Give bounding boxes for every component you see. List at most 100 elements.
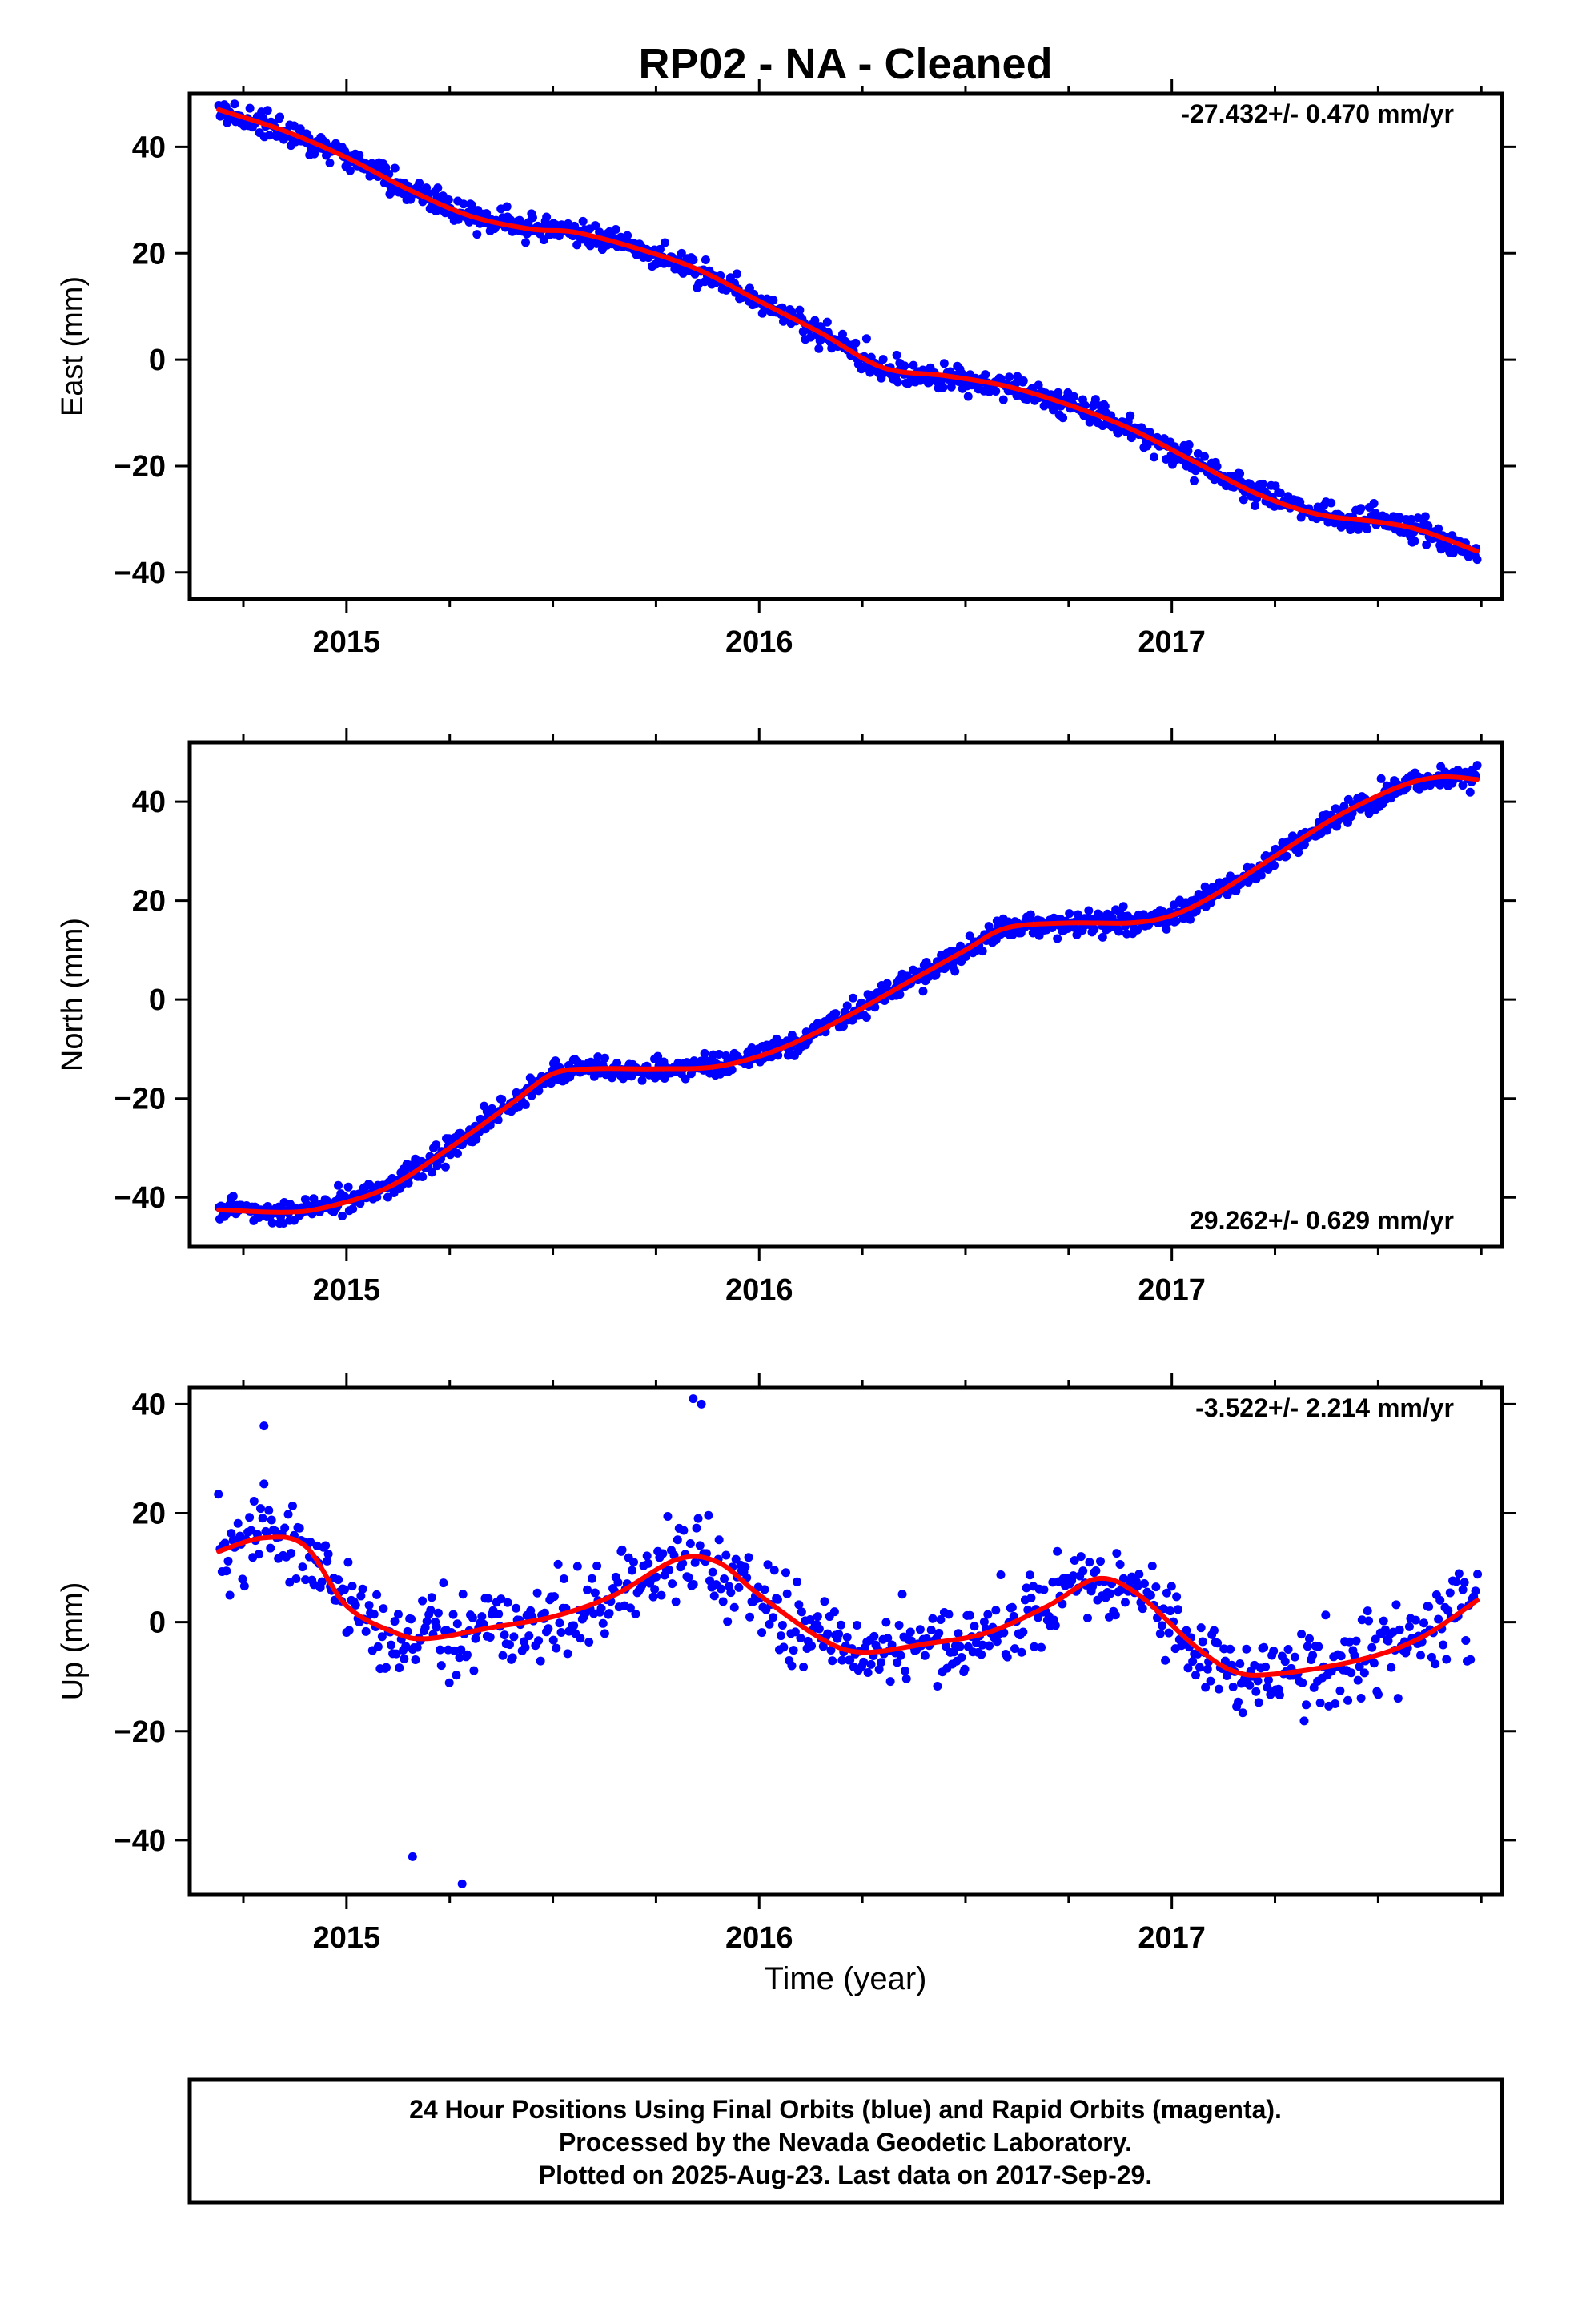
east-data-point — [939, 359, 949, 368]
up-data-point — [1234, 1697, 1243, 1707]
up-y-axis-label: Up (mm) — [56, 1582, 90, 1701]
up-data-point — [1367, 1642, 1377, 1652]
up-data-point — [877, 1658, 886, 1667]
up-data-point — [901, 1674, 911, 1683]
up-data-point — [1161, 1655, 1170, 1665]
east-data-point — [1369, 499, 1379, 509]
east-data-point — [1085, 417, 1094, 427]
up-data-point — [779, 1642, 789, 1652]
up-data-point — [1078, 1566, 1088, 1576]
east-x-tick-label: 2017 — [1138, 625, 1206, 659]
east-data-point — [1407, 514, 1416, 524]
up-data-point — [685, 1539, 695, 1549]
up-data-point — [1242, 1644, 1251, 1654]
up-data-point — [462, 1650, 472, 1659]
up-data-point — [617, 1545, 627, 1554]
up-data-point — [1146, 1590, 1155, 1600]
east-data-point — [814, 344, 824, 353]
up-data-point — [673, 1535, 682, 1545]
up-data-point — [553, 1559, 563, 1569]
north-data-point — [404, 1178, 413, 1188]
up-data-point — [978, 1640, 987, 1650]
north-data-point — [1090, 924, 1099, 934]
up-data-point — [915, 1625, 925, 1634]
up-data-point — [1359, 1668, 1369, 1678]
east-rate-label: -27.432+/- 0.470 mm/yr — [1181, 99, 1454, 128]
up-data-point — [690, 1558, 700, 1567]
north-data-point — [1065, 909, 1074, 919]
up-data-point — [604, 1609, 614, 1618]
up-data-point — [692, 1523, 701, 1533]
up-data-point — [267, 1515, 276, 1525]
up-data-point — [1461, 1636, 1471, 1646]
east-data-point — [415, 179, 424, 188]
up-data-point — [793, 1577, 802, 1586]
up-data-point — [544, 1624, 553, 1634]
north-rate-label: 29.262+/- 0.629 mm/yr — [1190, 1206, 1454, 1235]
east-data-point — [1434, 524, 1443, 533]
up-data-point — [227, 1529, 236, 1538]
up-data-point — [379, 1604, 388, 1614]
up-data-point — [1162, 1588, 1171, 1598]
up-data-point — [765, 1619, 774, 1629]
up-data-point — [1259, 1642, 1269, 1652]
east-data-point — [1346, 525, 1355, 535]
north-data-point — [338, 1211, 347, 1220]
up-data-point — [985, 1641, 994, 1651]
caption-box: 24 Hour Positions Using Final Orbits (bl… — [187, 2077, 1504, 2205]
up-data-point — [933, 1682, 942, 1691]
up-data-point — [631, 1609, 640, 1618]
north-data-point — [1133, 925, 1142, 935]
up-data-point — [1158, 1604, 1168, 1614]
up-data-point — [1263, 1675, 1273, 1685]
x-axis-label: Time (year) — [765, 1961, 927, 1996]
up-x-tick-label: 2017 — [1138, 1921, 1206, 1955]
up-data-point — [820, 1597, 829, 1606]
east-data-point — [981, 370, 990, 380]
up-data-point — [249, 1496, 259, 1506]
up-data-point — [1173, 1605, 1182, 1614]
up-data-point — [613, 1578, 623, 1587]
up-data-point — [1297, 1630, 1307, 1639]
up-data-point — [401, 1642, 411, 1651]
up-data-point — [769, 1613, 778, 1622]
up-data-point — [934, 1628, 944, 1638]
up-data-point — [484, 1594, 493, 1603]
up-data-point — [1203, 1664, 1212, 1674]
up-data-point — [642, 1551, 652, 1561]
east-data-point — [1420, 512, 1430, 521]
up-data-point — [744, 1553, 753, 1562]
up-data-point — [1452, 1577, 1461, 1586]
up-data-point — [1253, 1676, 1263, 1686]
up-data-point — [1235, 1659, 1245, 1668]
east-y-tick-label: 20 — [132, 237, 166, 271]
up-data-point — [356, 1591, 366, 1601]
up-data-point — [1350, 1651, 1359, 1660]
up-data-point — [845, 1655, 855, 1665]
north-data-point — [527, 1091, 536, 1100]
up-data-point — [826, 1645, 836, 1655]
north-data-point — [1458, 781, 1468, 790]
up-data-point — [426, 1606, 436, 1615]
up-data-point — [369, 1610, 379, 1619]
north-data-point — [861, 1012, 871, 1022]
up-data-point — [781, 1568, 790, 1578]
east-data-point — [1090, 395, 1100, 404]
up-data-point — [1290, 1652, 1299, 1662]
up-data-point — [583, 1585, 592, 1594]
north-data-point — [520, 1100, 530, 1109]
east-data-point — [1126, 411, 1135, 420]
up-data-point — [983, 1610, 993, 1619]
up-outlier-point — [689, 1394, 698, 1404]
east-data-point — [1327, 498, 1336, 508]
east-data-point — [938, 383, 948, 392]
up-data-point — [532, 1588, 542, 1598]
up-data-point — [1007, 1602, 1017, 1612]
up-data-point — [1172, 1592, 1182, 1602]
north-x-tick-label: 2016 — [725, 1273, 793, 1307]
north-data-point — [882, 979, 892, 988]
east-data-point — [893, 377, 902, 387]
up-data-point — [897, 1590, 907, 1599]
up-y-tick-label: −20 — [114, 1715, 166, 1749]
